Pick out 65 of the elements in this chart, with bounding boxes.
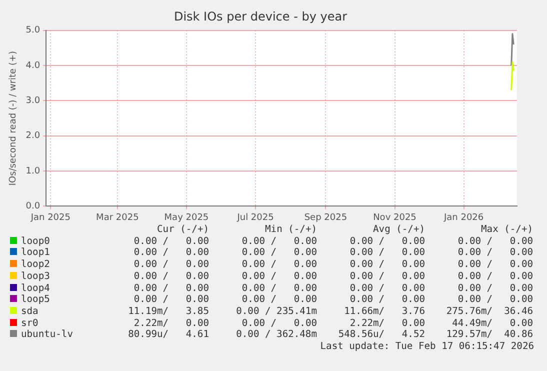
legend-label: loop1	[20, 247, 51, 260]
chart-title: Disk IOs per device - by year	[174, 9, 348, 24]
legend-label: loop4	[20, 282, 51, 294]
text: 11.19m/ 3.85	[127, 306, 209, 318]
text: 0.00 / 0.00	[456, 247, 533, 260]
text: 0.00 / 0.00	[132, 247, 209, 260]
text: 0.00 / 0.00	[132, 259, 209, 271]
legend-label: sda	[20, 306, 40, 318]
legend-label: loop5	[20, 294, 51, 306]
legend-label: ubuntu-lv	[20, 329, 74, 342]
y-tick-label: 2.0	[26, 131, 40, 142]
text: 0.00 / 0.00	[240, 318, 317, 330]
text: 0.00 / 0.00	[240, 236, 317, 248]
x-tick-label: Jan 2025	[30, 212, 70, 223]
text: 0.00 / 0.00	[240, 282, 317, 294]
text: 0.00 / 0.00	[240, 270, 317, 283]
x-tick-label: Jul 2025	[236, 212, 274, 223]
text: 0.00 / 0.00	[348, 282, 425, 294]
text: 2.22m/ 0.00	[348, 318, 425, 330]
text: Last update: Tue Feb 17 06:15:47 2026	[320, 341, 534, 352]
y-tick-label: 1.0	[26, 166, 40, 176]
text: 129.57m/ 40.86	[445, 329, 533, 342]
text: 0.00 / 0.00	[348, 247, 425, 260]
text: 0.00 / 362.48m	[235, 329, 317, 342]
legend-label: loop0	[20, 236, 51, 248]
text: 0.00 / 235.41m	[235, 306, 317, 318]
x-tick-label: Mar 2025	[96, 212, 139, 223]
x-tick-label: May 2025	[164, 212, 209, 223]
y-tick-label: 5.0	[26, 26, 40, 36]
text: 0.00 / 0.00	[132, 236, 209, 248]
text: 275.76m/ 36.46	[445, 306, 533, 318]
text: 0.00 / 0.00	[348, 236, 425, 248]
text: 0.00 / 0.00	[456, 294, 533, 306]
text: 0.00 / 0.00	[348, 259, 425, 271]
x-tick-label: Sep 2025	[304, 212, 348, 223]
y-tick-label: 0.0	[26, 202, 40, 212]
y-tick-label: 4.0	[26, 60, 40, 71]
text: 44.49m/ 0.00	[451, 318, 533, 330]
x-tick-label: Nov 2025	[373, 212, 416, 223]
text: Min (-/+)	[264, 224, 317, 236]
text: 0.00 / 0.00	[132, 270, 209, 283]
text: 11.66m/ 3.76	[343, 306, 425, 318]
text: Max (-/+)	[480, 224, 533, 236]
text: 0.00 / 0.00	[456, 270, 533, 283]
y-axis-title: IOs/second read (-) / write (+)	[8, 50, 19, 186]
text: 2.22m/ 0.00	[132, 318, 209, 330]
text: 0.00 / 0.00	[240, 259, 317, 271]
text: Cur (-/+)	[156, 224, 209, 236]
legend-label: loop3	[20, 270, 51, 283]
text: 0.00 / 0.00	[348, 294, 425, 306]
text: 0.00 / 0.00	[456, 259, 533, 271]
text: 0.00 / 0.00	[348, 270, 425, 283]
y-tick-label: 3.0	[26, 96, 40, 106]
text: 548.56u/ 4.52	[337, 329, 425, 342]
legend-label: sr0	[20, 318, 40, 330]
text: 0.00 / 0.00	[240, 247, 317, 260]
text: 0.00 / 0.00	[132, 282, 209, 294]
text: 0.00 / 0.00	[240, 294, 317, 306]
x-tick-label: Jan 2026	[442, 212, 484, 223]
text: 0.00 / 0.00	[132, 294, 209, 306]
text: Avg (-/+)	[372, 224, 425, 236]
text: 80.99u/ 4.61	[127, 329, 209, 342]
text: 0.00 / 0.00	[456, 282, 533, 294]
legend-label: loop2	[20, 259, 51, 271]
text: 0.00 / 0.00	[456, 236, 533, 248]
